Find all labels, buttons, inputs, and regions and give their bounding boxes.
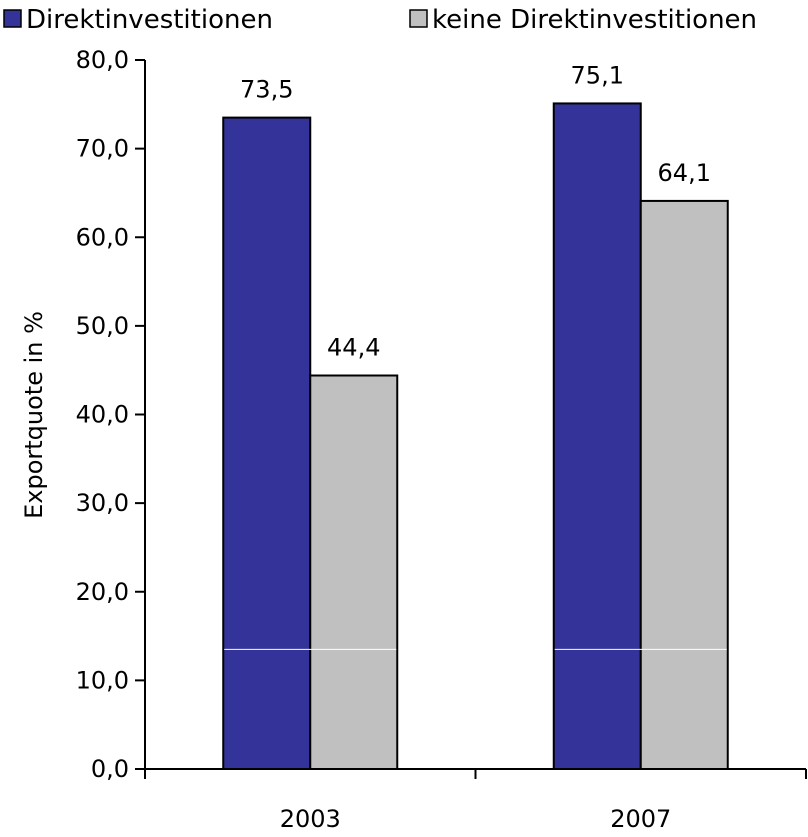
legend-label: Direktinvestitionen bbox=[26, 5, 273, 35]
legend: Direktinvestitionen keine Direktinvestiti… bbox=[3, 5, 757, 35]
bar-direktinvestitionen-2003 bbox=[222, 116, 312, 770]
x-category-label: 2003 bbox=[280, 805, 341, 833]
y-axis-label: Exportquote in % bbox=[20, 311, 48, 519]
bar-direktinvestitionen-2007 bbox=[552, 102, 642, 770]
data-label: 73,5 bbox=[240, 76, 293, 104]
bar-keine-direktinvestitionen-2003 bbox=[309, 374, 399, 770]
x-axis: 2003 2007 bbox=[144, 768, 807, 833]
legend-label: keine Direktinvestitionen bbox=[432, 5, 757, 35]
value-labels: 73,5 44,4 75,1 64,1 bbox=[240, 61, 711, 361]
y-tick-label: 50,0 bbox=[76, 312, 129, 340]
y-tick-label: 70,0 bbox=[76, 135, 129, 163]
y-tick-label: 0,0 bbox=[91, 755, 129, 783]
y-tick-label: 60,0 bbox=[76, 223, 129, 251]
y-tick-label: 80,0 bbox=[76, 46, 129, 74]
legend-swatch bbox=[3, 9, 22, 28]
y-tick-label: 20,0 bbox=[76, 578, 129, 606]
y-tick-label: 40,0 bbox=[76, 401, 129, 429]
legend-swatch bbox=[409, 9, 428, 28]
y-tick-label: 10,0 bbox=[76, 666, 129, 694]
y-axis: 0,0 10,0 20,0 30,0 40,0 50,0 60,0 70,0 80,0 bbox=[76, 46, 146, 783]
bars bbox=[222, 102, 729, 770]
data-label: 75,1 bbox=[571, 61, 624, 89]
bar-keine-direktinvestitionen-2007 bbox=[639, 199, 729, 770]
x-category-label: 2007 bbox=[610, 805, 671, 833]
y-tick-label: 30,0 bbox=[76, 489, 129, 517]
data-label: 44,4 bbox=[327, 334, 380, 362]
data-label: 64,1 bbox=[658, 159, 711, 187]
